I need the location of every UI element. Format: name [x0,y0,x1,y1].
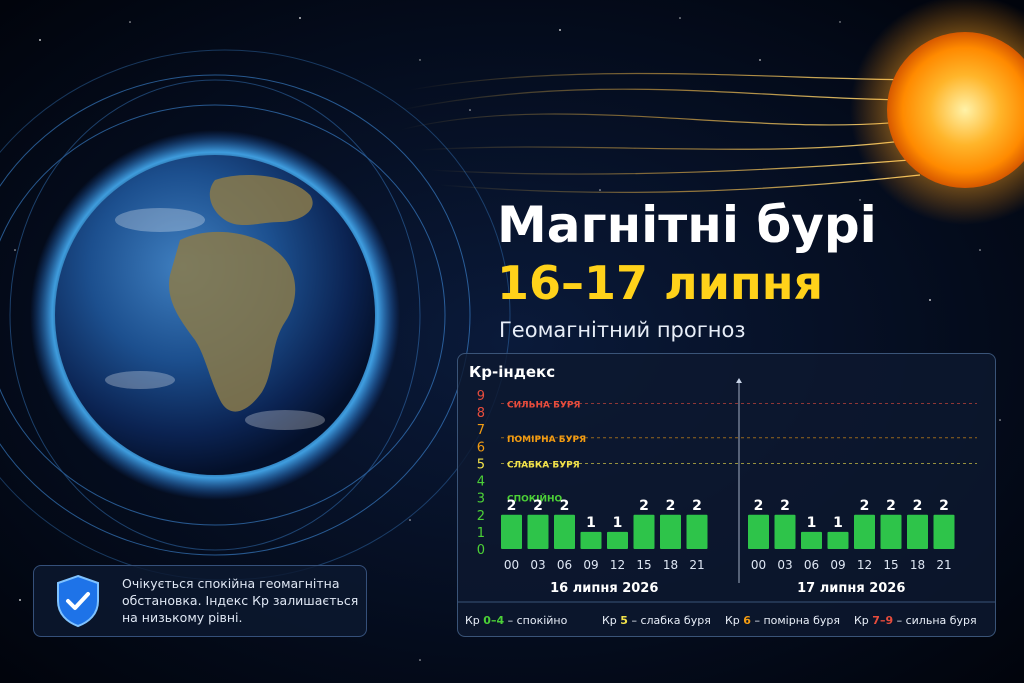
day-label: 17 липня 2026 [797,581,905,596]
x-tick-label: 09 [830,558,845,572]
threshold-label: СИЛЬНА БУРЯ [507,401,580,411]
x-tick-label: 09 [583,558,598,572]
bar-value-label: 2 [886,498,896,514]
bar-value-label: 2 [754,498,764,514]
x-tick-label: 12 [610,558,625,572]
bar-value-label: 2 [560,498,570,514]
kp-bar [933,514,955,549]
earth-continents [169,175,313,412]
kp-bar [527,514,549,549]
bar-value-label: 2 [666,498,676,514]
bar-value-label: 2 [939,498,949,514]
chart-title: Кр-індекс [469,363,555,381]
y-tick-label: 8 [477,406,485,421]
kp-bar [748,514,769,549]
x-tick-label: 06 [804,558,819,572]
kp-bar [827,531,849,549]
bar-value-label: 2 [860,498,870,514]
kp-bar [580,531,602,549]
sun [887,32,1024,188]
x-tick-label: 12 [857,558,872,572]
kp-bar [633,514,655,549]
legend-item: Кр 6 – помірна буря [725,614,840,627]
kp-bar [501,514,522,549]
x-tick-label: 03 [777,558,792,572]
threshold-label: ПОМІРНА БУРЯ [507,435,586,445]
bar-value-label: 2 [913,498,923,514]
bar-value-label: 2 [639,498,649,514]
bar-value-label: 1 [833,515,843,531]
y-tick-label: 2 [477,509,485,524]
bar-value-label: 1 [586,515,596,531]
bar-value-label: 2 [507,498,517,514]
y-tick-label: 0 [477,543,485,558]
x-tick-label: 15 [636,558,651,572]
kp-bar [660,514,681,549]
kp-chart-panel [457,353,996,637]
kp-bar [686,514,708,549]
day-label: 16 липня 2026 [550,581,658,596]
kp-bar [801,531,822,549]
magnetic-field-lines [0,49,511,581]
x-tick-label: 21 [689,558,704,572]
kp-bar [554,514,575,549]
kp-bar [774,514,796,549]
x-tick-label: 06 [557,558,572,572]
x-tick-label: 00 [504,558,519,572]
bar-value-label: 1 [807,515,817,531]
threshold-label: СПОКІЙНО [507,493,563,505]
bar-value-label: 2 [780,498,790,514]
day-separator-arrow [736,378,742,383]
y-tick-label: 5 [477,457,485,472]
shield-check-icon [57,574,99,628]
y-tick-label: 3 [477,492,485,507]
y-tick-label: 6 [477,440,485,455]
kp-bar [854,514,875,549]
x-tick-label: 15 [883,558,898,572]
legend-item: Кр 5 – слабка буря [602,614,711,627]
y-tick-label: 4 [477,475,485,490]
stars [14,17,1001,661]
info-box: Очікується спокійна геомагнітна обстанов… [33,565,367,637]
kp-bar [607,531,628,549]
x-tick-label: 21 [936,558,951,572]
x-tick-label: 18 [663,558,678,572]
page-title: Магнітні бурі [497,196,877,254]
x-tick-label: 18 [910,558,925,572]
x-tick-label: 03 [530,558,545,572]
threshold-label: СЛАБКА БУРЯ [507,460,580,470]
info-text: Очікується спокійна геомагнітна обстанов… [122,576,359,625]
page-subtitle: Геомагнітний прогноз [499,318,746,342]
y-tick-label: 1 [477,526,485,541]
date-range-title: 16–17 липня [497,256,824,310]
bar-value-label: 2 [533,498,543,514]
y-tick-label: 7 [477,423,485,438]
legend-item: Кр 7–9 – сильна буря [854,614,977,627]
legend-item: Кр 0–4 – спокійно [465,614,568,627]
kp-bar [880,514,902,549]
y-tick-label: 9 [477,389,485,404]
bar-value-label: 2 [692,498,702,514]
kp-bar [907,514,928,549]
x-tick-label: 00 [751,558,766,572]
bar-value-label: 1 [613,515,623,531]
